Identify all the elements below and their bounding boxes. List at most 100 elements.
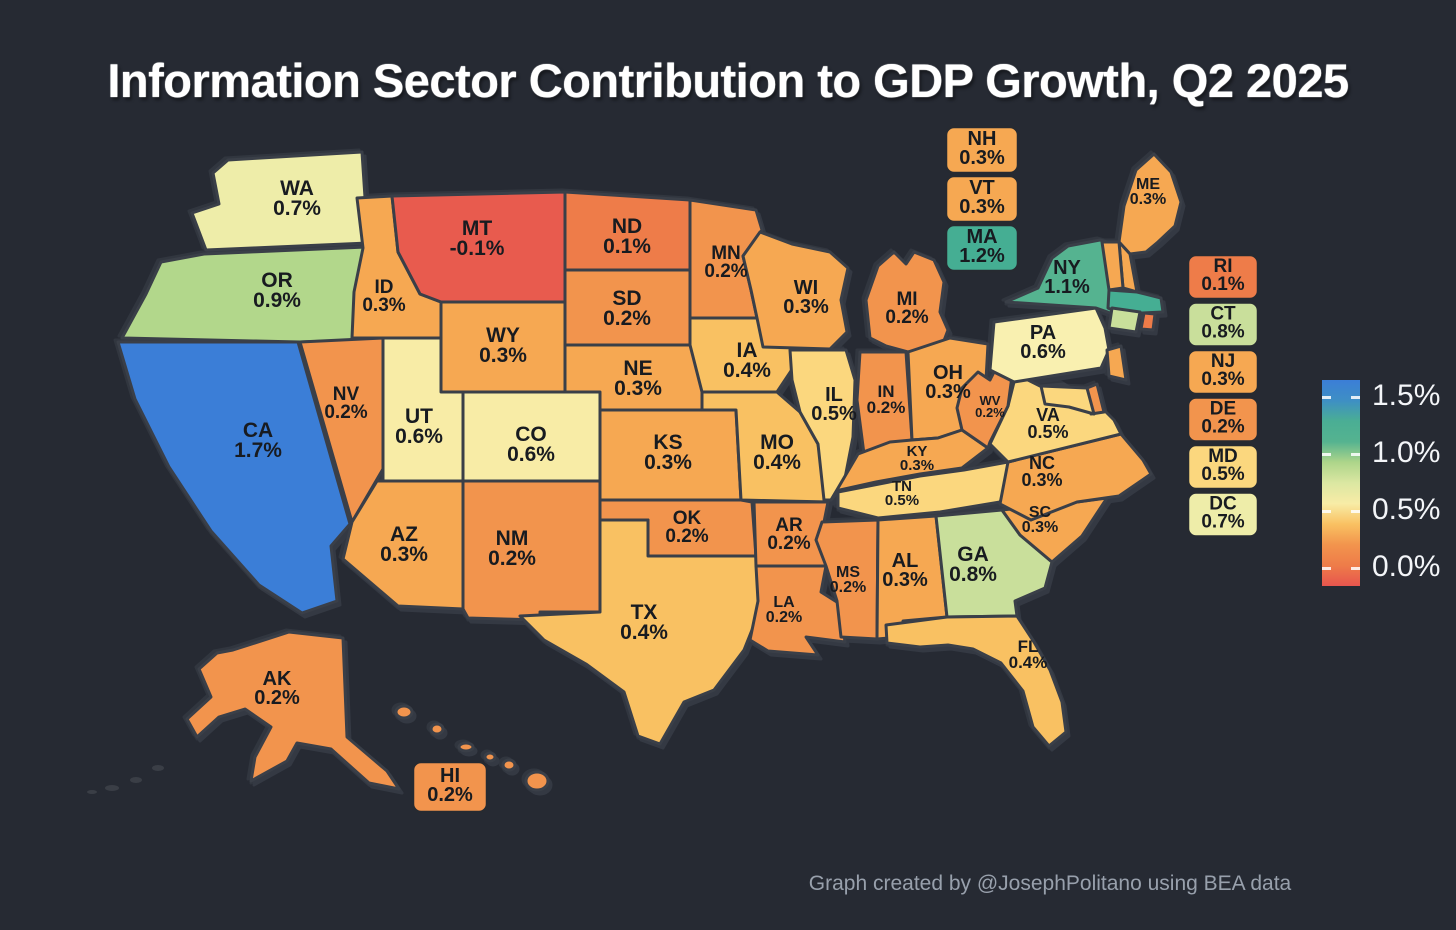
state-ME: [1117, 152, 1183, 256]
state-label-NY: NY 1.1%: [1044, 257, 1090, 298]
callout-label-DC: DC 0.7%: [1201, 494, 1244, 533]
callout-label-VT: VT 0.3%: [959, 177, 1005, 218]
state-label-FL: FL 0.4%: [1009, 637, 1048, 672]
callout-box-NJ: [1186, 348, 1260, 396]
callout-box-MD: [1186, 443, 1260, 491]
colorbar-tick-mark: [1351, 510, 1360, 513]
state-RI: [1139, 311, 1157, 332]
state-label-TX: TX 0.4%: [620, 601, 668, 644]
callout-box-MA: [944, 223, 1020, 273]
colorbar-tick-mark: [1322, 567, 1331, 570]
state-label-WY: WY 0.3%: [479, 324, 527, 367]
state-label-OH: OH 0.3%: [925, 362, 971, 403]
state-label-WI: WI 0.3%: [783, 277, 829, 318]
aleutian-island: [87, 790, 97, 794]
state-label-ME: ME 0.3%: [1130, 176, 1166, 208]
callout-box-DC: [1186, 491, 1260, 538]
state-CA: [116, 340, 352, 615]
state-label-SC: SC 0.3%: [1022, 504, 1058, 536]
state-label-NC: NC 0.3%: [1021, 453, 1062, 490]
attribution-text: Graph created by @JosephPolitano using B…: [808, 872, 1292, 895]
state-label-NE: NE 0.3%: [614, 357, 662, 400]
hawaii-island: [394, 704, 414, 720]
callout-label-NJ: NJ 0.3%: [1201, 351, 1244, 390]
state-label-AK: AK 0.2%: [254, 668, 300, 709]
callout-label-MA: MA 1.2%: [959, 226, 1005, 267]
callout-label-RI: RI 0.1%: [1201, 256, 1244, 295]
state-label-PA: PA 0.6%: [1020, 322, 1066, 363]
hawaii-island: [483, 751, 497, 763]
state-label-MO: MO 0.4%: [753, 431, 801, 474]
state-label-NM: NM 0.2%: [488, 527, 536, 570]
state-label-GA: GA 0.8%: [949, 543, 997, 586]
state-label-MI: MI 0.2%: [885, 289, 928, 328]
state-label-IL: IL 0.5%: [811, 384, 857, 425]
state-label-OR: OR 0.9%: [253, 269, 301, 312]
state-PA: [988, 306, 1111, 384]
state-label-IN: IN 0.2%: [867, 382, 906, 417]
hawaii-island: [501, 758, 517, 772]
state-label-WA: WA 0.7%: [273, 177, 321, 220]
state-WA: [190, 150, 370, 252]
state-AK: [185, 630, 401, 791]
colorbar-tick-label: 1.0%: [1372, 436, 1441, 469]
state-label-TN: TN 0.5%: [885, 478, 919, 509]
callout-label-CT: CT 0.8%: [1201, 304, 1244, 343]
colorbar-tick-mark: [1351, 453, 1360, 456]
state-label-WV: WV 0.2%: [975, 393, 1005, 420]
state-label-CO: CO 0.6%: [507, 423, 555, 466]
state-label-AL: AL 0.3%: [882, 550, 928, 591]
state-TX: [518, 518, 762, 746]
colorbar-tick-label: 1.5%: [1372, 379, 1441, 412]
state-FL: [884, 614, 1068, 748]
colorbar: [1322, 380, 1360, 586]
callout-box-NH: [944, 125, 1020, 175]
state-MD: [1039, 384, 1096, 416]
aleutian-island: [130, 777, 142, 783]
state-LA: [748, 564, 847, 657]
callout-box-DE: [1186, 396, 1260, 443]
state-NJ: [1105, 344, 1128, 382]
state-label-KS: KS 0.3%: [644, 431, 692, 474]
state-label-MN: MN 0.2%: [704, 243, 747, 282]
colorbar-tick-mark: [1322, 510, 1331, 513]
state-CT: [1107, 306, 1142, 334]
colorbar-gradient: [1322, 380, 1360, 586]
state-label-KY: KY 0.3%: [900, 443, 934, 474]
hawaii-island: [524, 770, 550, 792]
callout-label-NH: NH 0.3%: [959, 128, 1005, 169]
colorbar-tick-mark: [1322, 453, 1331, 456]
colorbar-tick-mark: [1322, 396, 1331, 399]
state-label-CA: CA 1.7%: [234, 419, 282, 462]
state-WV: [955, 366, 1014, 450]
colorbar-tick-label: 0.5%: [1372, 493, 1441, 526]
state-label-MS: MS 0.2%: [830, 564, 866, 596]
state-label-LA: LA 0.2%: [766, 594, 802, 626]
state-label-MT: MT -0.1%: [450, 217, 505, 260]
state-label-IA: IA 0.4%: [723, 339, 771, 382]
callout-label-DE: DE 0.2%: [1201, 399, 1244, 438]
state-label-ND: ND 0.1%: [603, 215, 651, 258]
state-label-SD: SD 0.2%: [603, 287, 651, 330]
callout-box-RI: [1186, 253, 1260, 301]
chart-title: Information Sector Contribution to GDP G…: [107, 54, 1349, 108]
aleutian-island: [152, 765, 164, 771]
hawaii-island: [457, 741, 475, 753]
state-OR: [120, 245, 368, 344]
aleutian-island: [105, 785, 119, 791]
state-label-NV: NV 0.2%: [324, 384, 367, 423]
colorbar-tick-label: 0.0%: [1372, 550, 1441, 583]
callout-box-CT: [1186, 301, 1260, 348]
state-label-AR: AR 0.2%: [767, 515, 810, 554]
callout-box-VT: [944, 174, 1020, 224]
landmass-group: [116, 150, 1183, 792]
state-label-AZ: AZ 0.3%: [380, 523, 428, 566]
state-WI: [741, 230, 850, 351]
callout-box-HI: [411, 760, 489, 814]
state-VT: [1100, 240, 1125, 292]
hawaii-island: [429, 722, 445, 736]
callout-label-MD: MD 0.5%: [1201, 446, 1244, 485]
state-label-OK: OK 0.2%: [665, 508, 708, 547]
